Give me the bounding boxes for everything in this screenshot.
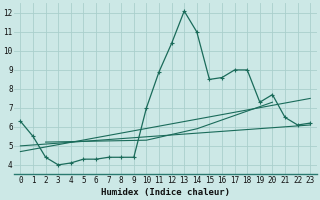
X-axis label: Humidex (Indice chaleur): Humidex (Indice chaleur): [101, 188, 230, 197]
